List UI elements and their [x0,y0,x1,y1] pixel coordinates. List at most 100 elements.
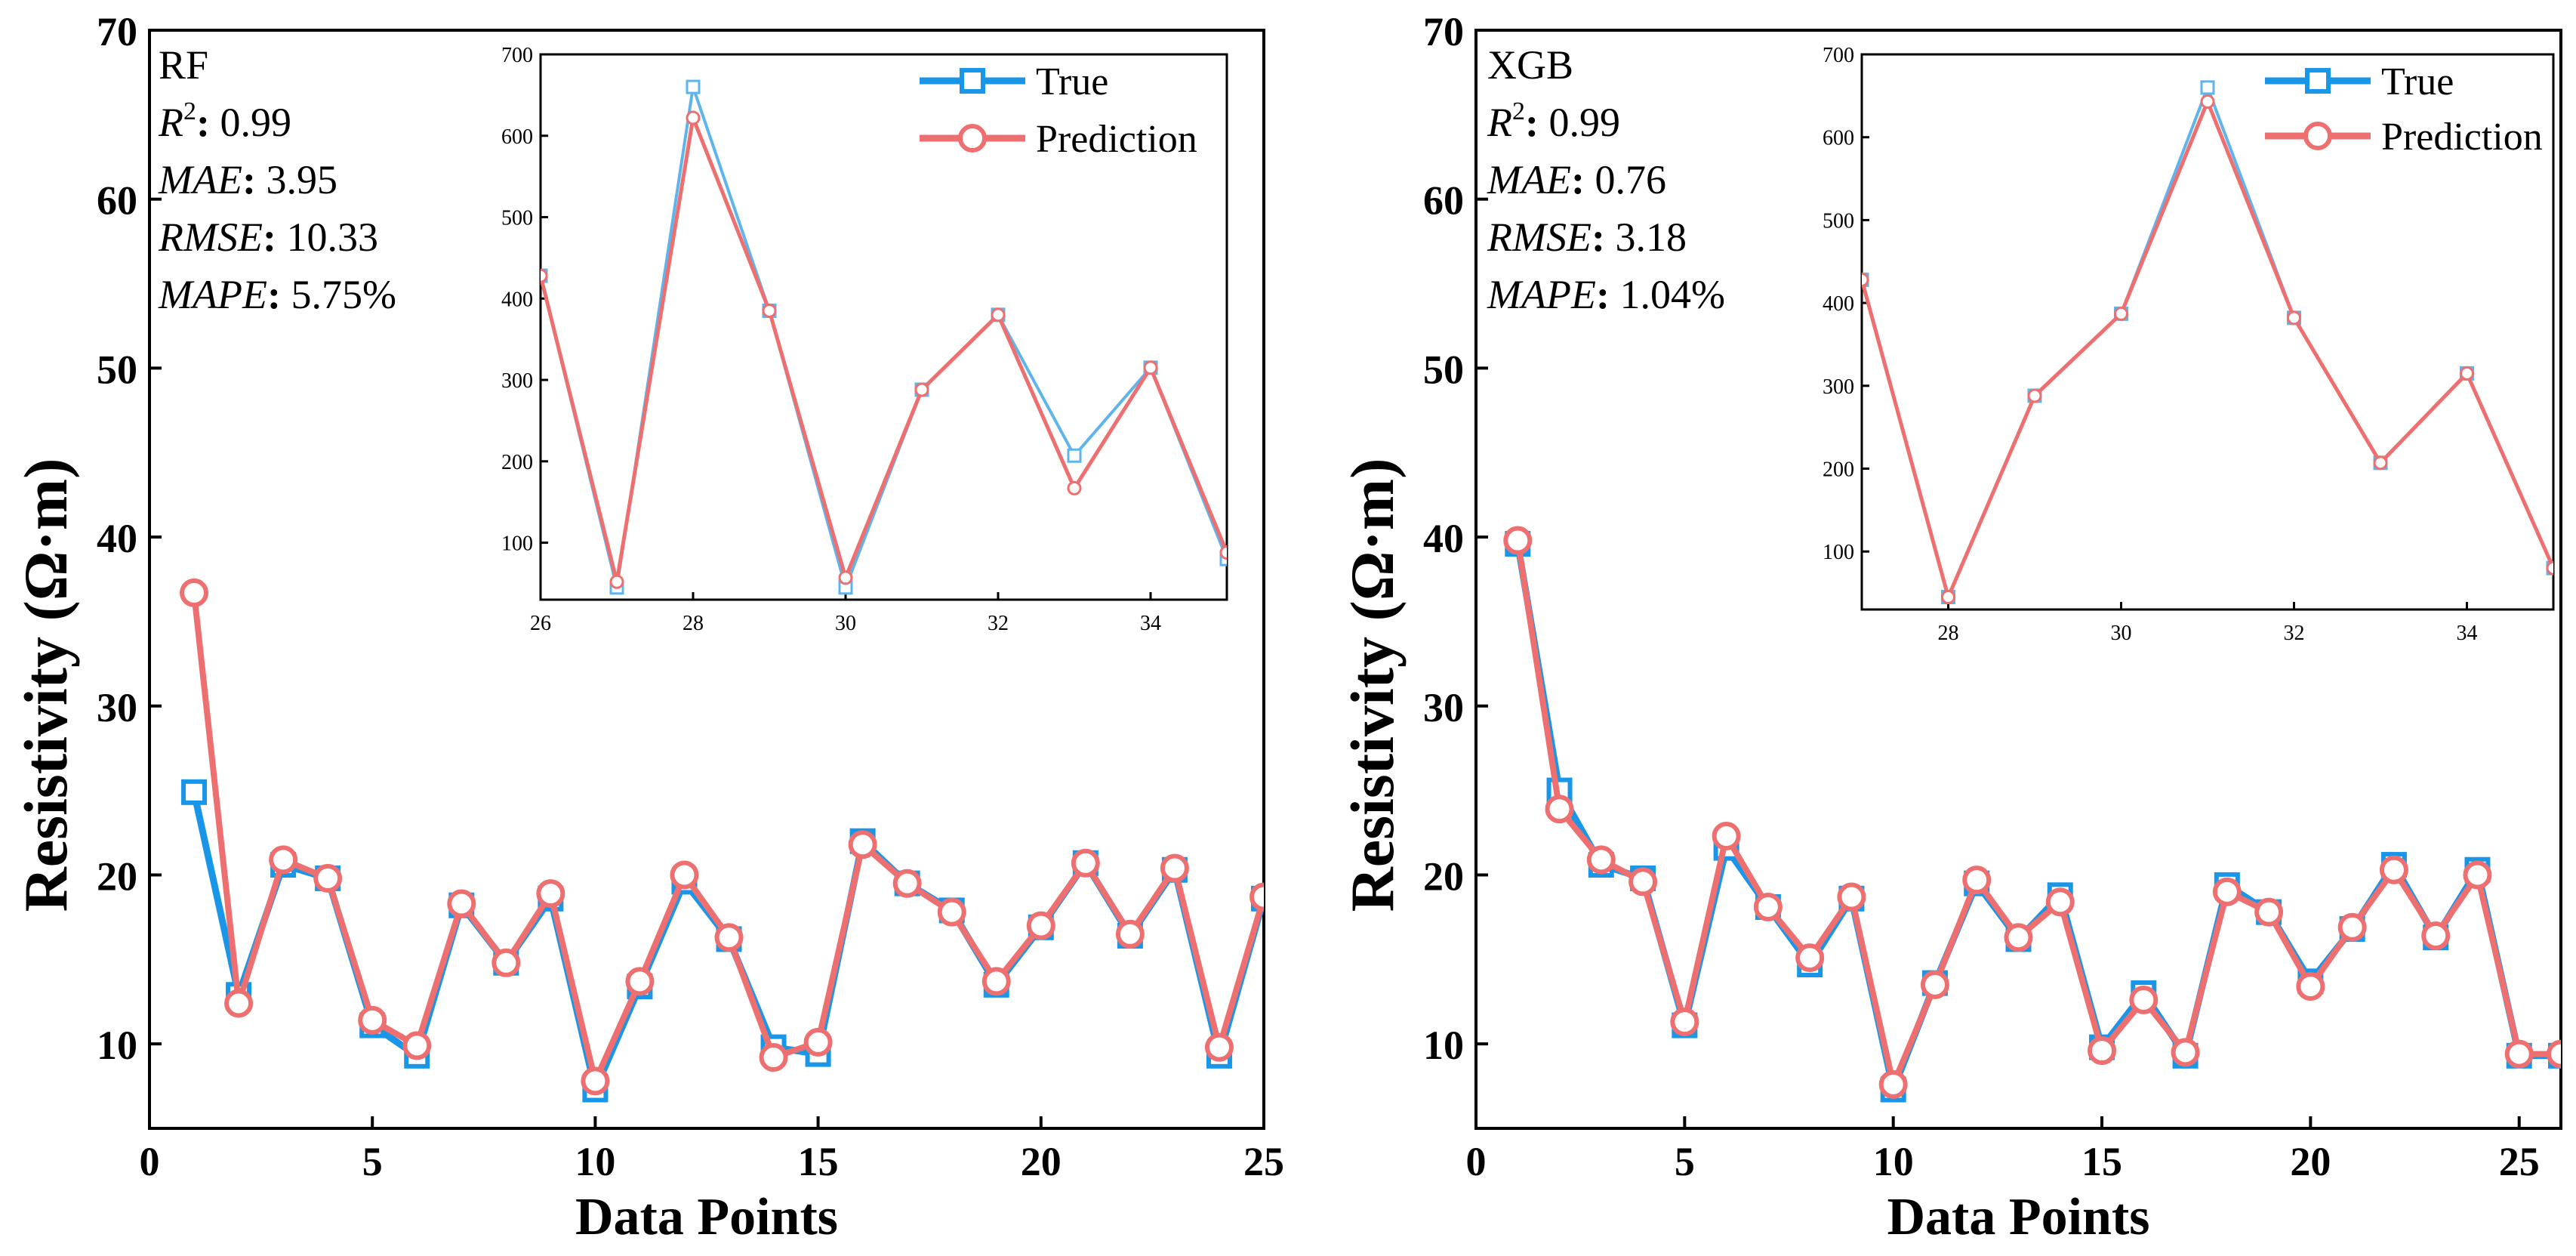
metric-colon: : [196,100,210,145]
x-tick-label: 25 [2499,1139,2540,1184]
inset-y-tick-label: 200 [1823,458,1854,482]
inset-prediction-point [914,382,929,397]
inset-series-group [541,79,1227,595]
metric-r: R2: 0.99 [158,97,291,145]
prediction-point [2463,860,2492,890]
inset-prediction-point [1067,480,1082,495]
x-axis-label: Data Points [575,1188,838,1246]
prediction-point [670,860,699,890]
x-tick-label: 10 [1873,1139,1914,1184]
prediction-point [2171,1038,2200,1067]
metric-value: 5.75% [281,272,396,317]
y-tick-label: 10 [1423,1023,1464,1068]
metric-name: RMSE [158,214,263,260]
legend-label-true: True [2381,60,2454,103]
y-tick-label: 50 [97,347,137,392]
inset-prediction-point [609,574,624,589]
legend-label-prediction: Prediction [1036,118,1197,161]
inset-y-tick-label: 300 [501,369,533,393]
inset-frame [1860,53,2555,611]
metric-mae: MAE: 0.76 [1487,157,1666,202]
y-tick-label: 40 [1423,516,1464,561]
prediction-point [1503,526,1533,555]
y-tick-label: 30 [1423,685,1464,730]
inset-prediction-point [762,303,777,318]
prediction-point [1204,1032,1234,1062]
prediction-point [1071,848,1100,878]
prediction-point [1920,970,1949,999]
metric-name: RMSE [1487,214,1592,260]
inset-prediction-point [838,570,853,585]
inset-series-group [1862,80,2553,605]
metric-colon: : [267,272,281,317]
prediction-point [2254,897,2284,927]
metric-value: 3.18 [1605,214,1687,260]
legend-label-prediction: Prediction [2381,116,2543,159]
prediction-point [892,869,922,898]
x-tick-label: 20 [1021,1139,1062,1184]
inset-y-tick-label: 200 [501,451,533,474]
model-label: XGB [1487,42,1573,88]
y-tick-label: 70 [1423,9,1464,54]
inset-prediction-point [1143,360,1158,375]
inset-y-tick-label: 700 [1823,44,1854,67]
x-tick-label: 25 [1243,1139,1284,1184]
prediction-point [447,889,476,918]
series-line-true [1514,543,2561,1094]
inset-true-point [686,79,701,94]
metric-name: R [158,100,183,145]
series-line-prediction [1514,539,2561,1088]
inset-x-tick-label: 32 [988,612,1009,635]
metric-r: R2: 0.99 [1487,97,1620,145]
x-tick-label: 0 [140,1139,160,1184]
inset-prediction-point [2546,560,2553,576]
metric-value: 0.99 [210,100,291,145]
prediction-point [224,989,254,1018]
inset-prediction-point [2027,388,2042,403]
legend: True Prediction [920,60,1197,161]
y-tick-label: 50 [1423,347,1464,392]
inset-frame [539,53,1228,601]
prediction-point [1962,866,1992,895]
prediction-point [2212,877,2242,906]
prediction-point [937,897,966,927]
y-axis-label: Resistivity (Ω·m) [1338,458,1407,912]
prediction-point [803,1027,833,1057]
prediction-point [848,830,877,859]
metric-colon: : [1571,157,1585,202]
prediction-point [2379,855,2408,884]
prediction-point [1837,882,1866,912]
legend-marker-prediction [2303,122,2332,150]
prediction-point [2547,1039,2561,1069]
inset-y-tick-label: 400 [1823,292,1854,316]
prediction-point [2088,1036,2117,1066]
metric-mae: MAE: 3.95 [158,157,337,202]
metric-mape: MAPE: 5.75% [158,272,396,317]
prediction-point [269,845,298,875]
y-tick-label: 60 [1423,178,1464,224]
x-axis-label: Data Points [1887,1188,2149,1246]
y-tick-label: 20 [97,853,137,899]
x-tick-label: 10 [575,1139,615,1184]
y-tick-label: 60 [97,178,137,224]
legend: True Prediction [2265,60,2543,159]
model-label: RF [159,42,208,88]
prediction-point [2337,912,2367,942]
metric-value: 0.99 [1539,100,1620,145]
metric-rmse: RMSE: 10.33 [158,214,378,260]
inset-x-tick-label: 26 [530,612,551,635]
inset-y-tick-label: 300 [1823,375,1854,399]
inset-prediction-point [1941,590,1955,605]
inset-true-point [1067,448,1082,463]
x-tick-label: 15 [798,1139,839,1184]
x-tick-label: 15 [2081,1139,2122,1184]
inset-prediction-point [2200,94,2215,110]
true-point [181,779,208,805]
inset-true-point [1219,551,1227,566]
prediction-point [1795,943,1825,973]
prediction-point [1628,867,1658,896]
inset-y-tick-label: 600 [501,125,533,149]
metric-name: MAPE [1487,272,1596,317]
prediction-point [2129,985,2158,1014]
